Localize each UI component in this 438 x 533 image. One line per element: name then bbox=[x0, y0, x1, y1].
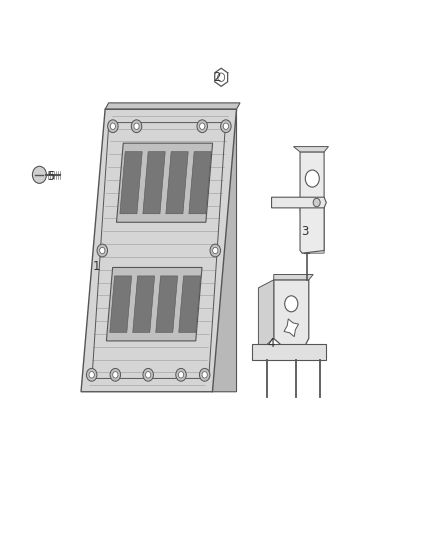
Polygon shape bbox=[293, 147, 328, 152]
Circle shape bbox=[200, 123, 205, 130]
Polygon shape bbox=[284, 319, 299, 337]
Circle shape bbox=[210, 244, 221, 257]
Circle shape bbox=[110, 123, 116, 130]
Polygon shape bbox=[274, 274, 313, 280]
Polygon shape bbox=[166, 152, 188, 214]
Polygon shape bbox=[81, 109, 237, 392]
Polygon shape bbox=[300, 152, 324, 253]
Polygon shape bbox=[110, 276, 132, 333]
Polygon shape bbox=[120, 152, 142, 214]
Circle shape bbox=[134, 123, 139, 130]
Circle shape bbox=[176, 368, 186, 381]
Circle shape bbox=[199, 368, 210, 381]
Circle shape bbox=[197, 120, 208, 133]
Circle shape bbox=[218, 73, 225, 82]
Circle shape bbox=[178, 372, 184, 378]
Polygon shape bbox=[117, 143, 212, 222]
Polygon shape bbox=[133, 276, 155, 333]
Text: 4: 4 bbox=[268, 337, 276, 350]
Circle shape bbox=[313, 198, 320, 207]
Text: 1: 1 bbox=[92, 260, 100, 273]
Polygon shape bbox=[258, 280, 274, 352]
Text: 5: 5 bbox=[47, 171, 54, 183]
Circle shape bbox=[89, 372, 94, 378]
Circle shape bbox=[32, 166, 46, 183]
Polygon shape bbox=[252, 344, 326, 360]
Polygon shape bbox=[212, 109, 237, 392]
Polygon shape bbox=[179, 276, 201, 333]
Text: 3: 3 bbox=[301, 225, 308, 238]
Circle shape bbox=[113, 372, 118, 378]
Polygon shape bbox=[272, 197, 326, 208]
Polygon shape bbox=[189, 152, 211, 214]
Polygon shape bbox=[106, 268, 202, 341]
Circle shape bbox=[110, 368, 120, 381]
Circle shape bbox=[221, 120, 231, 133]
Circle shape bbox=[223, 123, 229, 130]
Circle shape bbox=[202, 372, 207, 378]
Circle shape bbox=[86, 368, 97, 381]
Circle shape bbox=[100, 247, 105, 254]
Polygon shape bbox=[143, 152, 165, 214]
Circle shape bbox=[131, 120, 142, 133]
Circle shape bbox=[285, 296, 298, 312]
Circle shape bbox=[108, 120, 118, 133]
Text: 2: 2 bbox=[213, 71, 221, 84]
Polygon shape bbox=[156, 276, 178, 333]
Circle shape bbox=[97, 244, 108, 257]
Circle shape bbox=[213, 247, 218, 254]
Circle shape bbox=[305, 170, 319, 187]
Circle shape bbox=[145, 372, 151, 378]
Polygon shape bbox=[105, 103, 240, 109]
Polygon shape bbox=[300, 208, 324, 253]
Polygon shape bbox=[274, 280, 309, 360]
Circle shape bbox=[143, 368, 153, 381]
